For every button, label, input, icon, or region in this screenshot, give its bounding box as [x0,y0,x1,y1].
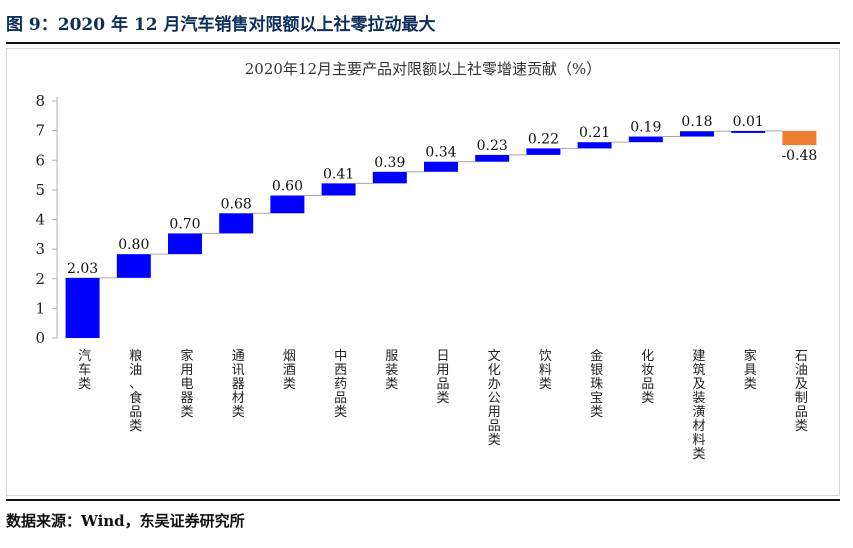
bar-1 [65,277,100,338]
x-tick-label: 化妆品类 [641,349,654,406]
data-label: -0.48 [781,148,817,164]
bar-8 [424,161,458,172]
bar-7 [372,171,407,184]
x-tick-label: 家用电器类 [180,348,193,420]
bar-13 [680,131,714,137]
data-label: 0.34 [425,145,456,161]
data-label: 0.22 [528,131,559,147]
bar-15 [782,130,817,146]
waterfall-chart: 2020年12月主要产品对限额以上社零增速贡献（%） 0 1 2 3 4 5 6 7 8 2.03… [35,60,817,462]
x-tick-label: 石油及制品类 [795,349,808,434]
footer-rule [6,499,840,501]
y-tick-label: 8 [35,92,45,110]
figure-title: 图 9：2020 年 12 月汽车销售对限额以上社零拉动最大 [6,15,436,35]
y-tick-label: 0 [35,329,45,347]
x-tick-label: 建筑及装潢材料类 [692,349,705,462]
bar-10 [526,148,561,155]
x-tick-label: 金银珠宝类 [590,348,603,420]
bar-3 [168,233,202,255]
chart-title: 2020年12月主要产品对限额以上社零增速贡献（%） [245,60,602,78]
header-rule [6,42,840,44]
bar-2 [116,254,151,278]
bar-5 [270,195,305,214]
x-tick-label: 中西药品类 [334,349,347,420]
x-tick-label: 汽车类 [78,349,91,392]
data-label: 0.18 [681,114,712,130]
x-tick-label: 服装类 [385,349,398,392]
data-label: 0.80 [118,237,149,253]
data-label: 0.39 [374,155,405,171]
data-label: 0.60 [272,179,303,195]
x-tick-label: 文化办公用品类 [488,349,501,448]
y-tick-label: 1 [35,299,45,317]
data-label: 2.03 [67,261,98,277]
y-tick-label: 7 [35,122,45,140]
x-tick-label: 家具类 [744,348,757,392]
bar-6 [321,183,356,196]
data-label: 0.01 [733,114,764,130]
x-tick-label: 日用品类 [436,349,449,406]
data-label: 0.68 [221,196,252,212]
bar-12 [628,136,663,143]
bar-9 [475,154,510,162]
data-label: 0.19 [630,120,661,136]
bar-11 [577,142,612,149]
x-tick-label: 通讯器材类 [232,349,245,420]
data-label: 0.41 [323,166,354,182]
source-note: 数据来源：Wind，东吴证券研究所 [6,512,245,530]
y-tick-label: 6 [35,151,45,169]
x-tick-label: 饮料类 [539,349,552,392]
data-label: 0.21 [579,125,610,141]
y-tick-label: 4 [35,211,45,229]
data-label: 0.70 [169,216,200,232]
bar-4 [219,213,254,234]
x-tick-label: 粮油、食品类 [129,349,142,434]
bar-14 [731,130,766,133]
x-tick-label: 烟酒类 [283,349,296,392]
data-label: 0.23 [477,138,508,154]
y-tick-label: 3 [35,240,45,258]
chart-frame: 2020年12月主要产品对限额以上社零增速贡献（%） 0 1 2 3 4 5 6 7 8 2.03… [6,48,840,496]
y-tick-label: 2 [35,270,45,288]
figure-header: 图 9：2020 年 12 月汽车销售对限额以上社零拉动最大 [0,0,853,46]
y-tick-label: 5 [35,181,45,199]
